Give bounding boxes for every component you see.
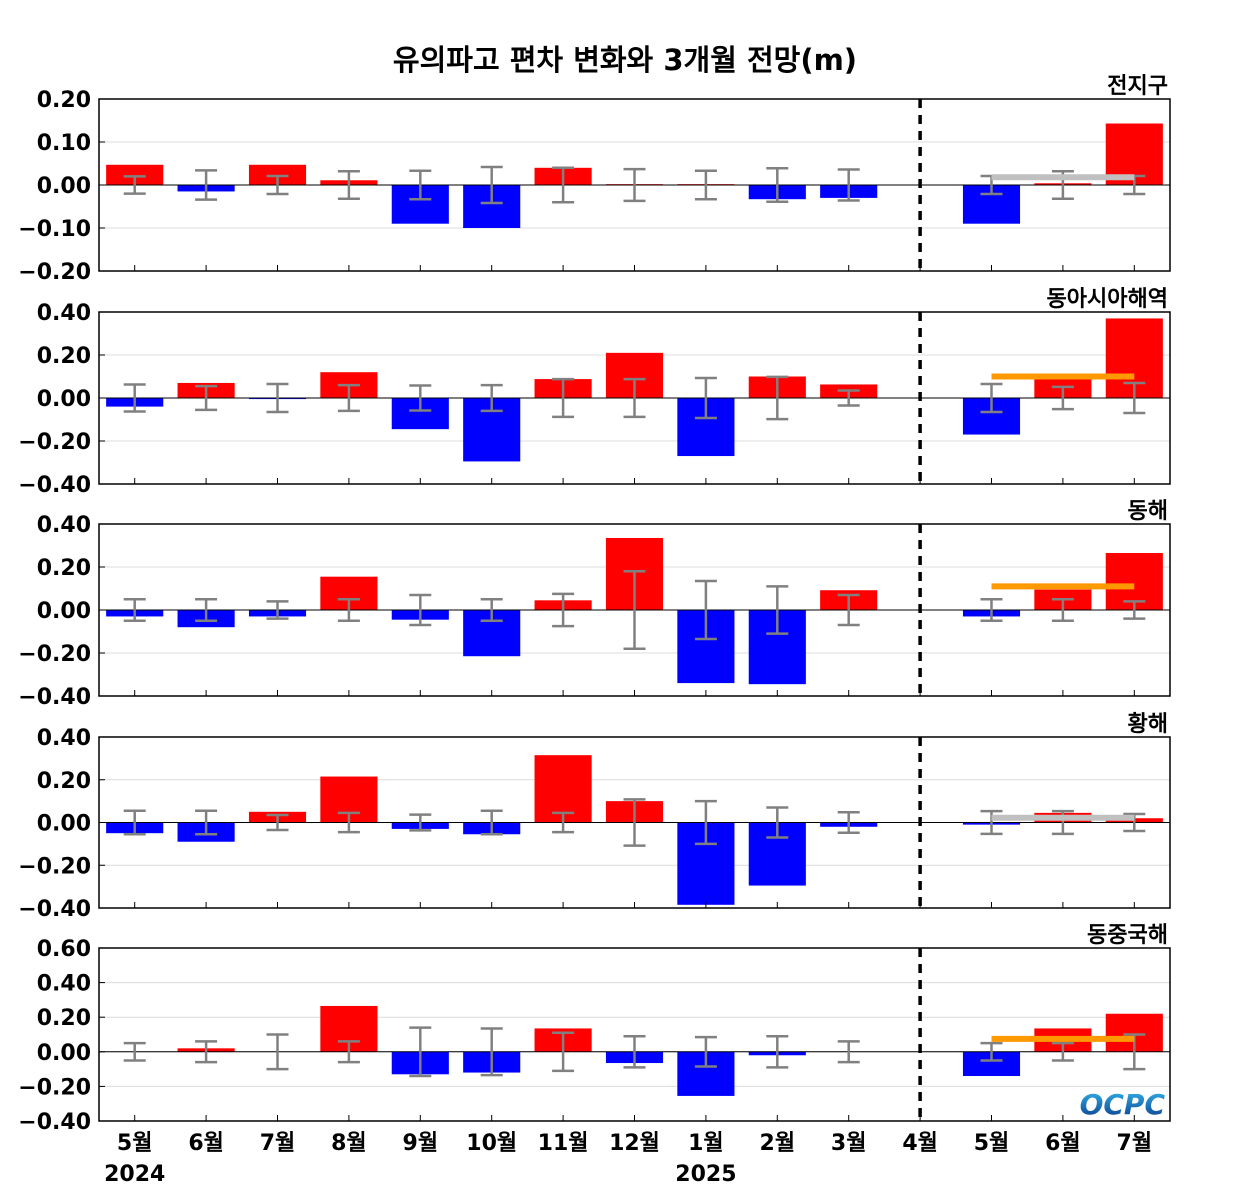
- xtick-label: 8월: [331, 1131, 367, 1156]
- panel-label: 동해: [1128, 499, 1168, 524]
- ytick-label: −0.20: [18, 260, 91, 285]
- panel-frame: [98, 947, 1171, 1122]
- ytick-label: −0.20: [18, 642, 91, 667]
- year-label: 2025: [675, 1162, 736, 1187]
- ytick-label: 0.40: [37, 972, 91, 997]
- chart-title: 유의파고 편차 변화와 3개월 전망(m): [393, 43, 857, 77]
- xtick-label: 3월: [831, 1131, 867, 1156]
- year-label: 2024: [104, 1162, 165, 1187]
- ytick-label: 0.20: [37, 344, 91, 369]
- xtick-label: 7월: [260, 1131, 296, 1156]
- bar: [534, 755, 592, 823]
- panel-label: 동중국해: [1087, 923, 1168, 948]
- xtick-label: 7월: [1117, 1131, 1153, 1156]
- xtick-label: 1월: [688, 1131, 724, 1156]
- panel-5: 0.60 0.40 0.20 0.00 −0.20 −0.40 동중국해: [18, 923, 1171, 1135]
- xtick-label: 4월: [902, 1131, 938, 1156]
- xtick-label: 2월: [760, 1131, 796, 1156]
- panel-2: 0.40 0.20 0.00 −0.20 −0.40 동아시아해역: [18, 287, 1171, 498]
- ytick-label: 0.00: [37, 174, 91, 199]
- ytick-label: −0.20: [18, 430, 91, 455]
- ytick-label: −0.20: [18, 854, 91, 879]
- ytick-label: 0.20: [37, 1006, 91, 1031]
- ytick-label: −0.40: [18, 473, 91, 498]
- ytick-label: 0.40: [37, 301, 91, 326]
- ytick-label: −0.40: [18, 897, 91, 922]
- xtick-label: 5월: [117, 1131, 153, 1156]
- panel-label: 전지구: [1107, 74, 1168, 99]
- ytick-label: 0.60: [37, 937, 91, 962]
- ytick-label: 0.10: [37, 131, 91, 156]
- ytick-label: 0.20: [37, 556, 91, 581]
- bar: [106, 164, 164, 185]
- xtick-label: 6월: [188, 1131, 224, 1156]
- xtick-label: 12월: [609, 1131, 660, 1156]
- ytick-label: −0.20: [18, 1075, 91, 1100]
- panel-4: 0.40 0.20 0.00 −0.20 −0.40 황해: [18, 712, 1171, 922]
- ytick-label: −0.40: [18, 685, 91, 710]
- xtick-label: 11월: [538, 1131, 589, 1156]
- xtick-label: 9월: [403, 1131, 439, 1156]
- xtick-label: 10월: [466, 1131, 517, 1156]
- ytick-label: 0.00: [37, 812, 91, 837]
- panel-label: 황해: [1128, 712, 1168, 737]
- panel-label: 동아시아해역: [1047, 287, 1168, 312]
- panel-3: 0.40 0.20 0.00 −0.20 −0.40 동해: [18, 499, 1171, 710]
- ytick-label: 0.00: [37, 599, 91, 624]
- ytick-label: 0.20: [37, 88, 91, 113]
- chart-panels: 0.20 0.10 0.00 −0.10 −0.20 전지구 0.40 0.20 0.00 −0.…: [18, 74, 1171, 1135]
- ytick-label: −0.40: [18, 1110, 91, 1135]
- xtick-label: 5월: [974, 1131, 1010, 1156]
- ytick-label: 0.00: [37, 387, 91, 412]
- ytick-label: 0.40: [37, 513, 91, 538]
- xtick-label: 6월: [1045, 1131, 1081, 1156]
- ytick-label: 0.00: [37, 1041, 91, 1066]
- logo-text: OCPC: [1080, 1088, 1166, 1121]
- ytick-label: −0.10: [18, 217, 91, 242]
- ytick-label: 0.20: [37, 769, 91, 794]
- x-axis: 5월 6월 7월 8월 9월 10월 11월 12월 1월 2월 3월 4월 5월 6월 7월 2024 202…: [104, 1131, 1152, 1187]
- ytick-label: 0.40: [37, 726, 91, 751]
- ocpc-logo: OCPC: [1080, 1088, 1166, 1121]
- panel-1: 0.20 0.10 0.00 −0.10 −0.20 전지구: [18, 74, 1171, 285]
